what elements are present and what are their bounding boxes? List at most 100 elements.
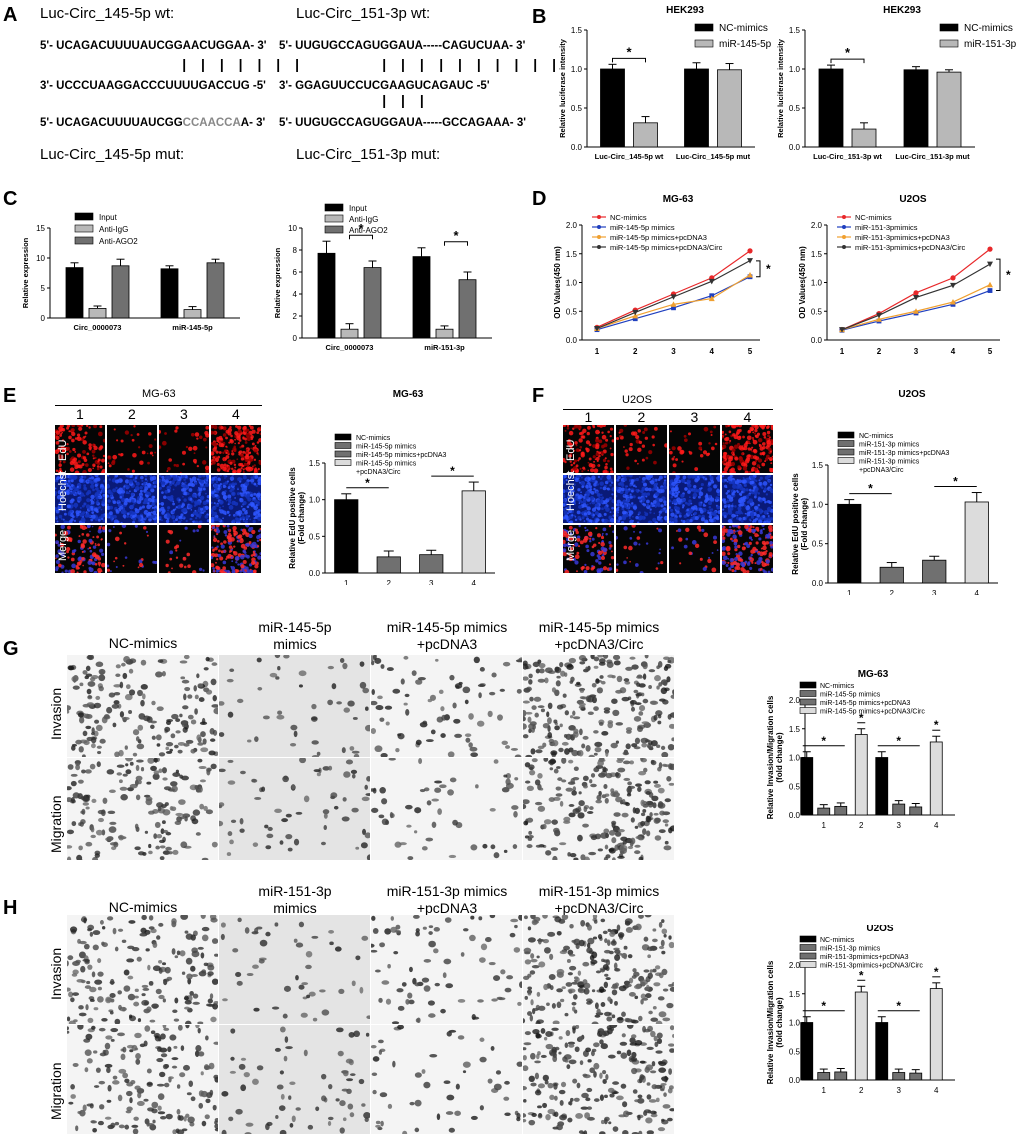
- cell-dot: [212, 569, 216, 573]
- cell-dot: [256, 535, 261, 540]
- cell-dot: [618, 431, 621, 434]
- cell-dot: [211, 509, 214, 515]
- cell-dot: [131, 511, 135, 515]
- micrograph-merge-4: [211, 525, 261, 573]
- cell-blob: [78, 845, 83, 851]
- cell-dot: [620, 521, 625, 523]
- cell-dot: [80, 517, 86, 522]
- legend-label: miR-151-3p mimics: [859, 442, 920, 449]
- cell-dot: [116, 439, 119, 442]
- cell-blob: [653, 780, 659, 784]
- transwell-col-label-line: +pcDNA3: [416, 900, 478, 916]
- cell-blob: [612, 709, 620, 717]
- cell-dot: [67, 556, 70, 559]
- cell-dot: [704, 477, 708, 481]
- cell-blob: [295, 811, 303, 815]
- y-axis-label: Relative expression: [273, 247, 282, 318]
- cell-blob: [229, 668, 235, 672]
- cell-dot: [722, 451, 727, 456]
- cell-dot: [564, 515, 569, 520]
- y-tick-label: 2.0: [789, 696, 801, 705]
- cell-dot: [737, 506, 742, 511]
- cell-blob: [194, 694, 199, 700]
- cell-dot: [671, 481, 676, 487]
- cell-dot: [233, 545, 236, 548]
- cell-dot: [115, 509, 119, 513]
- f-cell-line: U2OS: [622, 394, 652, 406]
- cell-dot: [606, 487, 609, 490]
- cell-blob: [598, 790, 602, 797]
- cell-dot: [571, 508, 574, 510]
- x-tick-label: 1: [595, 347, 600, 356]
- cell-blob: [525, 665, 529, 670]
- cell-blob: [476, 720, 485, 727]
- cell-dot: [137, 516, 142, 520]
- cell-dot: [86, 425, 89, 428]
- cell-dot: [589, 488, 593, 491]
- cell-blob: [470, 752, 479, 757]
- y-tick-label: 0.0: [566, 336, 578, 345]
- cell-dot: [69, 509, 73, 513]
- cell-blob: [473, 656, 480, 664]
- cell-dot: [725, 486, 728, 489]
- cell-dot: [754, 459, 758, 463]
- cell-dot: [596, 459, 599, 463]
- cell-blob: [582, 735, 589, 740]
- cell-blob: [101, 1017, 108, 1022]
- cell-dot: [99, 445, 104, 450]
- cell-blob: [207, 971, 214, 976]
- legend-swatch: [694, 23, 714, 32]
- cell-blob: [670, 694, 674, 699]
- cell-dot: [724, 433, 727, 436]
- cell-dot: [688, 432, 692, 436]
- cell-blob: [567, 852, 571, 857]
- legend-swatch: [324, 214, 344, 223]
- cell-blob: [341, 747, 346, 754]
- cell-blob: [190, 719, 197, 725]
- cell-blob: [97, 971, 104, 977]
- cell-dot: [92, 488, 95, 492]
- cell-dot: [169, 483, 173, 487]
- panel-label-h: H: [3, 897, 18, 919]
- cell-dot: [245, 509, 248, 512]
- cell-dot: [604, 518, 609, 523]
- data-point: [708, 295, 715, 302]
- cell-dot: [231, 487, 235, 491]
- cell-dot: [598, 561, 602, 565]
- cell-blob: [572, 716, 581, 720]
- cell-dot: [600, 542, 605, 547]
- cell-blob: [598, 661, 606, 666]
- cell-blob: [72, 685, 80, 690]
- cell-dot: [652, 443, 655, 447]
- cell-blob: [185, 739, 194, 744]
- cell-dot: [590, 468, 595, 473]
- cell-dot: [658, 510, 662, 514]
- cell-dot: [730, 537, 733, 541]
- cell-dot: [577, 488, 581, 492]
- cell-dot: [702, 450, 708, 455]
- cell-blob: [81, 754, 86, 757]
- cell-dot: [587, 469, 590, 472]
- cell-blob: [590, 783, 597, 788]
- cell-blob: [91, 674, 99, 680]
- cell-blob: [158, 959, 163, 964]
- cell-blob: [571, 790, 577, 796]
- cell-dot: [74, 475, 78, 479]
- cell-blob: [547, 702, 553, 710]
- cell-blob: [97, 996, 104, 1003]
- legend-label: NC-mimics: [356, 435, 391, 442]
- cell-dot: [244, 441, 248, 444]
- cell-dot: [611, 498, 614, 504]
- cell-blob: [94, 853, 100, 858]
- cell-dot: [250, 447, 253, 450]
- cell-dot: [55, 435, 60, 440]
- cell-blob: [121, 662, 126, 667]
- cell-dot: [68, 430, 71, 433]
- cell-dot: [144, 475, 148, 478]
- cell-dot: [60, 552, 65, 557]
- cell-dot: [611, 506, 614, 510]
- significance-star: *: [896, 734, 901, 748]
- cell-dot: [198, 516, 201, 519]
- cell-dot: [573, 459, 578, 463]
- transwell-col-label-line: miR-145-5p mimics: [538, 619, 660, 635]
